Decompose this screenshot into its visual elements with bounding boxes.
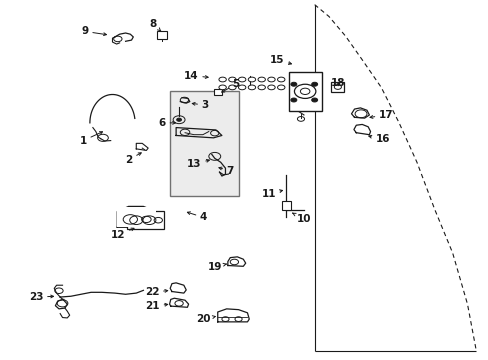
Ellipse shape: [258, 77, 265, 82]
Bar: [282, 201, 290, 210]
Ellipse shape: [228, 85, 236, 90]
Text: 3: 3: [192, 100, 208, 110]
Ellipse shape: [267, 77, 275, 82]
Ellipse shape: [248, 77, 255, 82]
Text: 1: 1: [80, 132, 102, 145]
Bar: [331, 82, 344, 92]
Bar: [288, 72, 321, 111]
Text: 7: 7: [219, 166, 234, 176]
Text: 17: 17: [369, 110, 393, 120]
Ellipse shape: [219, 77, 226, 82]
Bar: [213, 89, 222, 95]
Text: 19: 19: [207, 262, 226, 272]
Ellipse shape: [277, 77, 285, 82]
Ellipse shape: [238, 77, 245, 82]
Text: 6: 6: [159, 118, 175, 128]
Bar: [117, 207, 156, 227]
Ellipse shape: [219, 85, 226, 90]
Ellipse shape: [267, 85, 275, 90]
Ellipse shape: [258, 85, 265, 90]
Text: 22: 22: [144, 287, 167, 297]
Text: 16: 16: [368, 134, 389, 144]
Text: 4: 4: [187, 212, 207, 222]
Text: 12: 12: [111, 228, 134, 240]
Bar: [170, 91, 238, 196]
Text: 2: 2: [125, 153, 141, 165]
Circle shape: [311, 98, 317, 102]
Bar: [157, 31, 166, 39]
Text: 10: 10: [292, 213, 311, 224]
Ellipse shape: [277, 85, 285, 90]
Text: 18: 18: [330, 78, 345, 89]
Circle shape: [176, 118, 181, 121]
Ellipse shape: [228, 77, 236, 82]
Text: 13: 13: [187, 159, 209, 169]
Text: 5: 5: [221, 79, 240, 92]
Ellipse shape: [238, 85, 245, 90]
Text: 8: 8: [149, 19, 161, 31]
Circle shape: [311, 82, 317, 86]
Text: 9: 9: [81, 26, 106, 36]
Text: 11: 11: [261, 189, 282, 199]
Text: 20: 20: [196, 314, 215, 324]
Circle shape: [290, 98, 296, 102]
Text: 15: 15: [269, 55, 291, 65]
Text: 14: 14: [183, 71, 208, 81]
Text: 23: 23: [29, 292, 53, 302]
Circle shape: [290, 82, 296, 86]
Ellipse shape: [248, 85, 255, 90]
Bar: [126, 211, 163, 229]
Text: 21: 21: [145, 301, 167, 311]
